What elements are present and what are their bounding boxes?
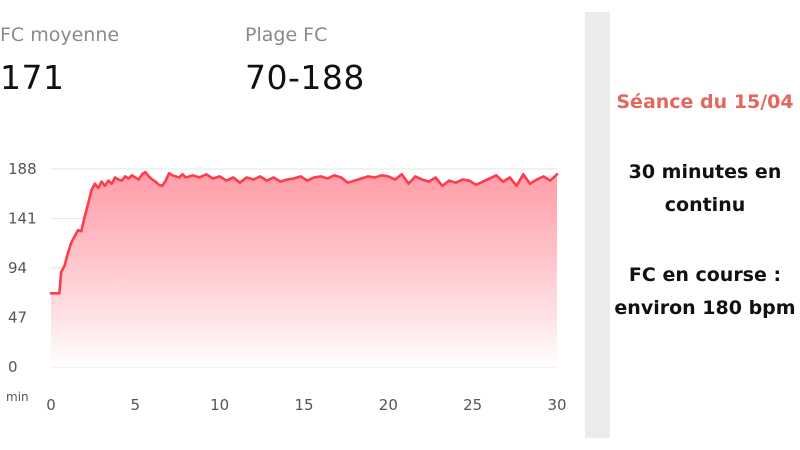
heart-rate-line [49,170,559,295]
x-axis-ticks: 0 5 10 15 20 25 30 [46,396,566,414]
x-tick-label: 25 [463,396,482,414]
x-axis-unit-label: min [6,390,29,404]
y-tick-label: 188 [8,160,37,178]
average-hr-label: FC moyenne [0,24,120,46]
y-axis-ticks: 0 47 94 141 188 [8,160,37,376]
heart-rate-chart: 0 47 94 141 188 0 5 10 15 20 25 30 min [6,160,567,414]
average-hr-value: 171 [0,58,65,97]
x-tick-label: 0 [46,396,56,414]
x-tick-label: 30 [547,396,566,414]
heart-rate-area [51,172,557,367]
hr-range-stat: Plage FC 70-188 [245,24,365,97]
panel-divider [585,12,610,438]
x-tick-label: 10 [210,396,229,414]
session-hr-note: FC en course : environ 180 bpm [614,264,796,319]
hr-range-value: 70-188 [245,58,365,97]
x-tick-label: 20 [379,396,398,414]
y-tick-label: 94 [8,259,27,277]
x-tick-label: 15 [294,396,313,414]
x-tick-label: 5 [131,396,141,414]
session-duration-note: 30 minutes en continu [628,161,782,216]
session-title: Séance du 15/04 [616,91,794,113]
average-hr-stat: FC moyenne 171 [0,24,119,97]
y-tick-label: 141 [8,210,37,228]
y-tick-label: 0 [8,358,18,376]
hr-range-label: Plage FC [245,24,328,46]
y-tick-label: 47 [8,309,27,327]
